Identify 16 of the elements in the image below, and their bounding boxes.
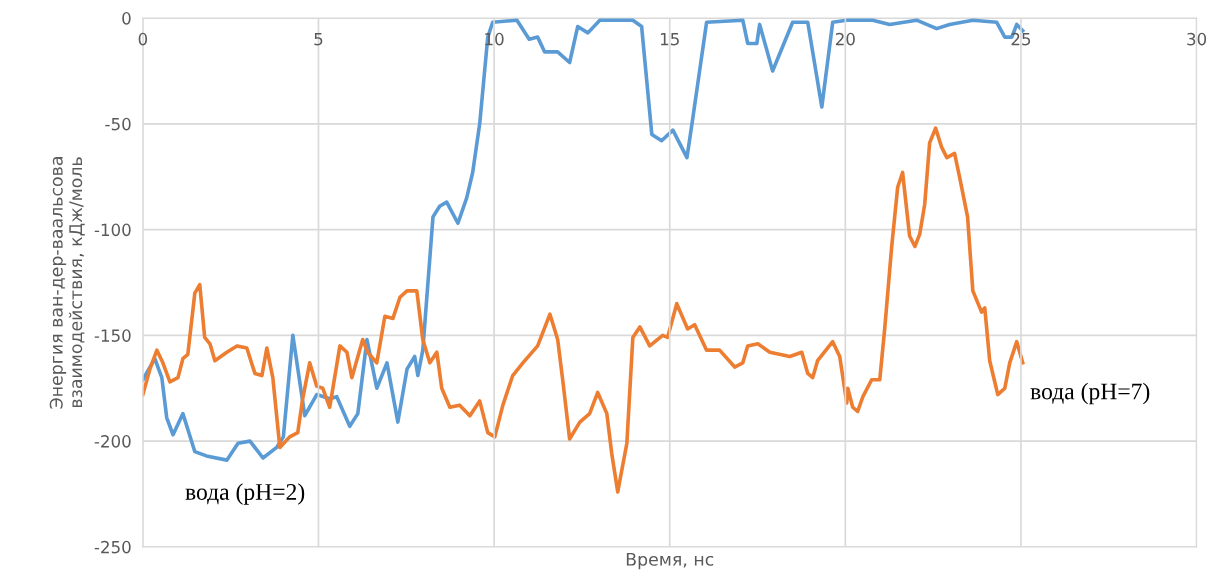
y-tick-label: -250 — [94, 540, 131, 554]
series-label: вода (pH=7) — [1030, 382, 1150, 405]
x-tick-label: 0 — [138, 32, 148, 46]
x-tick-label: 30 — [1187, 32, 1207, 46]
y-tick-label: -200 — [94, 435, 131, 448]
x-tick-label: 25 — [1011, 32, 1031, 46]
y-tick-label: 0 — [122, 12, 131, 25]
series-label: вода (pH=2) — [185, 483, 305, 505]
x-tick-label: 5 — [314, 33, 323, 46]
x-tick-label: 20 — [835, 32, 855, 46]
y-tick-label: -150 — [94, 329, 131, 342]
y-axis-title: Энергия ван-дер-ваальсова взаимодействия, кДж/моль — [49, 157, 85, 409]
x-tick-label: 15 — [660, 33, 679, 46]
x-axis-title: Время, нс — [626, 552, 714, 570]
y-tick-label: -50 — [105, 117, 131, 131]
y-tick-label: -100 — [94, 223, 131, 237]
